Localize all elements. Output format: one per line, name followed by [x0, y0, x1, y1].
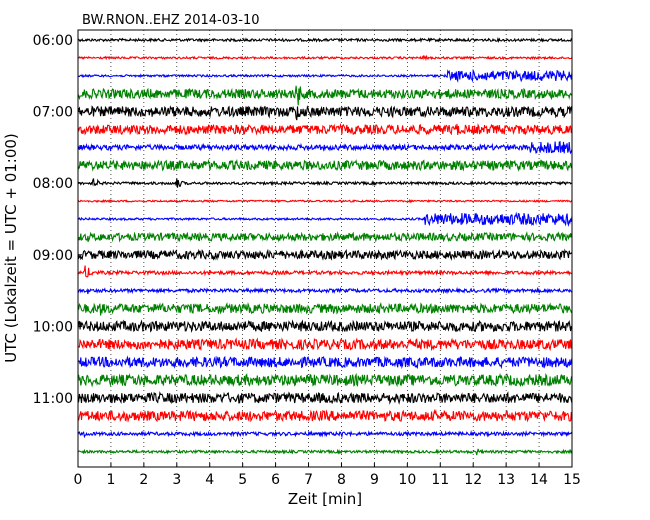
x-tick-label: 5: [238, 472, 247, 488]
trace-line: [77, 140, 573, 155]
y-axis: 06:00 07:00 08:00 09:00 10:00 11:00: [33, 33, 82, 407]
y-tick-label: 07:00: [33, 105, 73, 121]
x-axis: 0 1 2 3 4 5 6 7 8 9 10 11 12 13 14 15: [74, 463, 581, 488]
x-tick-label: 12: [464, 472, 482, 488]
x-tick-label: 1: [106, 472, 115, 488]
x-tick-label: 3: [172, 472, 181, 488]
trace-line: [77, 36, 573, 44]
x-tick-label: 11: [431, 472, 449, 488]
plot-frame: [77, 29, 573, 468]
x-axis-label: Zeit [min]: [288, 490, 362, 508]
trace-line: [77, 265, 573, 278]
trace-line: [77, 448, 573, 456]
trace-line: [77, 301, 573, 316]
chart-title: BW.RNON..EHZ 2014-03-10: [82, 13, 260, 28]
x-tick-label: 7: [304, 472, 313, 488]
trace-line: [77, 122, 573, 136]
x-tick-label: 15: [563, 472, 581, 488]
trace-line: [77, 372, 573, 388]
x-tick-label: 10: [398, 472, 416, 488]
x-tick-label: 9: [370, 472, 379, 488]
trace-line: [77, 286, 573, 295]
trace-line: [77, 198, 573, 204]
x-tick-label: 0: [74, 472, 83, 488]
y-tick-label: 06:00: [33, 33, 73, 49]
trace-line: [77, 211, 573, 227]
y-tick-label: 11:00: [33, 391, 73, 407]
trace-line: [77, 355, 573, 370]
trace-line: [77, 54, 573, 62]
y-tick-label: 09:00: [33, 248, 73, 264]
trace-line: [77, 337, 573, 352]
trace-line: [77, 105, 573, 121]
trace-group: [77, 36, 573, 456]
x-tick-label: 13: [497, 472, 515, 488]
trace-line: [77, 429, 573, 439]
trace-line: [77, 319, 573, 334]
trace-line: [77, 391, 573, 405]
y-tick-label: 10:00: [33, 319, 73, 335]
trace-line: [77, 68, 573, 83]
x-tick-label: 4: [205, 472, 214, 488]
x-tick-label: 2: [139, 472, 148, 488]
trace-line: [77, 248, 573, 261]
trace-line: [77, 231, 573, 243]
y-tick-label: 08:00: [33, 176, 73, 192]
x-tick-label: 14: [530, 472, 548, 488]
trace-line: [77, 158, 573, 172]
x-tick-label: 6: [271, 472, 280, 488]
trace-line: [77, 408, 573, 423]
y-axis-label: UTC (Lokalzeit = UTC + 01:00): [2, 133, 20, 363]
x-tick-label: 8: [337, 472, 346, 488]
trace-line: [77, 85, 573, 106]
trace-line: [77, 178, 573, 188]
